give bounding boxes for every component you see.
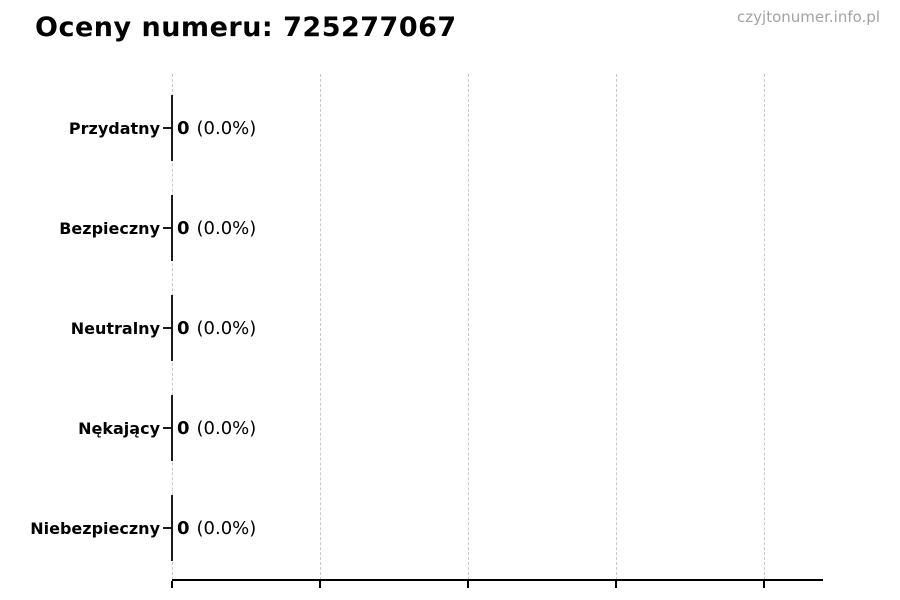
vote-percent: (0.0%)	[196, 517, 257, 539]
vote-percent: (0.0%)	[196, 417, 257, 439]
bar-row-przydatny: Przydatny 0 (0.0%)	[0, 78, 900, 178]
gridline	[468, 74, 469, 580]
bar-zero-width	[171, 195, 173, 261]
category-label: Przydatny	[68, 118, 160, 138]
bar-row-niebezpieczny: Niebezpieczny 0 (0.0%)	[0, 478, 900, 578]
category-label: Neutralny	[70, 318, 160, 338]
x-axis-tick	[615, 581, 617, 588]
bar-value-label: 0 (0.0%)	[177, 78, 256, 178]
y-axis-tick	[163, 227, 171, 229]
vote-percent: (0.0%)	[196, 217, 257, 239]
y-axis-tick	[163, 327, 171, 329]
bar-zero-width	[171, 95, 173, 161]
x-axis-tick	[171, 581, 173, 588]
gridline	[320, 74, 321, 580]
y-axis-tick	[163, 527, 171, 529]
bar-value-label: 0 (0.0%)	[177, 278, 256, 378]
x-axis-tick	[763, 581, 765, 588]
x-axis-tick	[467, 581, 469, 588]
vote-count: 0	[177, 517, 190, 539]
bar-zero-width	[171, 395, 173, 461]
chart-title: Oceny numeru: 725277067	[35, 12, 457, 43]
bar-row-bezpieczny: Bezpieczny 0 (0.0%)	[0, 178, 900, 278]
category-label: Nękający	[78, 418, 160, 438]
gridline	[764, 74, 765, 580]
category-label: Bezpieczny	[59, 218, 160, 238]
bar-value-label: 0 (0.0%)	[177, 178, 256, 278]
vote-count: 0	[177, 317, 190, 339]
vote-percent: (0.0%)	[196, 117, 257, 139]
x-axis-tick	[319, 581, 321, 588]
y-axis-tick	[163, 127, 171, 129]
bar-row-neutralny: Neutralny 0 (0.0%)	[0, 278, 900, 378]
vote-percent: (0.0%)	[196, 317, 257, 339]
vote-count: 0	[177, 117, 190, 139]
category-label: Niebezpieczny	[30, 518, 160, 538]
bar-zero-width	[171, 295, 173, 361]
y-axis-tick	[163, 427, 171, 429]
bar-value-label: 0 (0.0%)	[177, 478, 256, 578]
gridline	[616, 74, 617, 580]
x-axis-line	[172, 579, 823, 581]
watermark-site-label: czyjtonumer.info.pl	[737, 8, 880, 26]
vote-count: 0	[177, 217, 190, 239]
bar-zero-width	[171, 495, 173, 561]
bar-row-nekajacy: Nękający 0 (0.0%)	[0, 378, 900, 478]
vote-count: 0	[177, 417, 190, 439]
bar-value-label: 0 (0.0%)	[177, 378, 256, 478]
